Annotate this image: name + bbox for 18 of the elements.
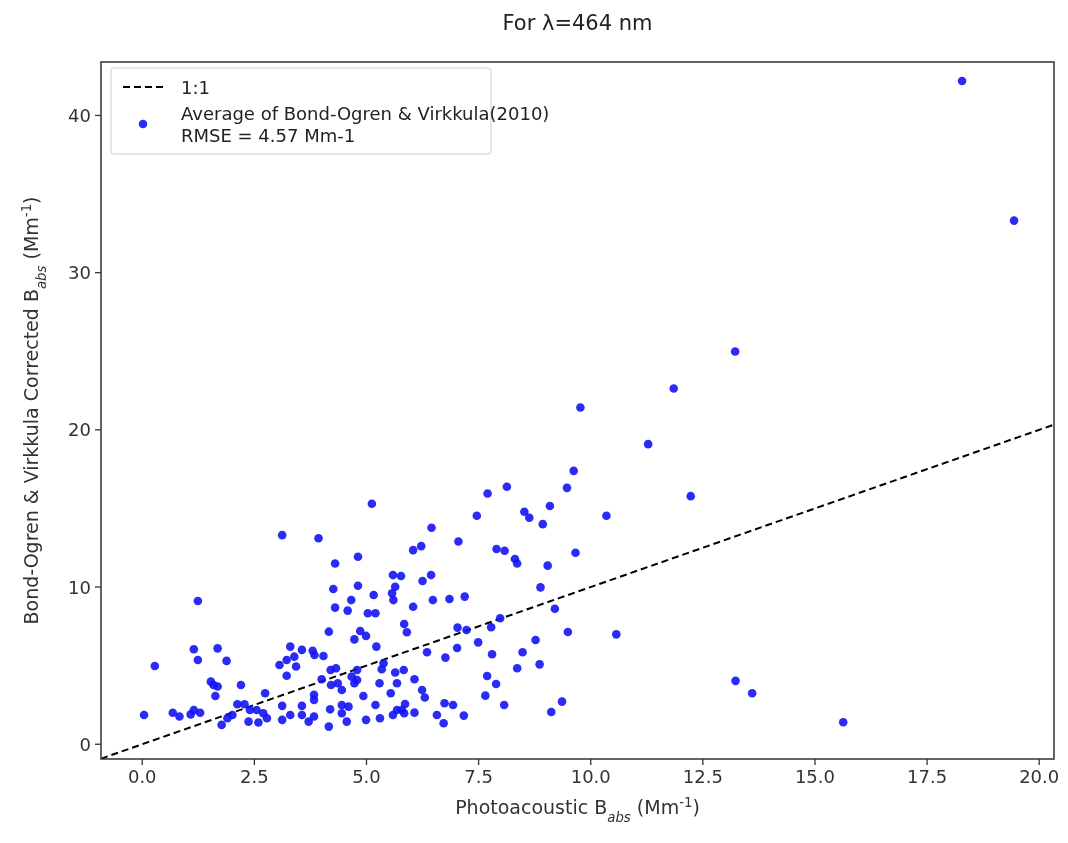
- x-tick-label: 15.0: [794, 766, 835, 787]
- y-tick-label: 30: [68, 262, 91, 284]
- y-tick-label: 20: [68, 419, 91, 441]
- x-axis-title: Photoacoustic B$_{abs}$ (Mm$^{-1}$): [455, 794, 700, 825]
- x-tick-label: 5.0: [352, 766, 381, 787]
- x-tick-label: 12.5: [682, 766, 723, 787]
- chart-title: For λ=464 nm: [502, 11, 653, 35]
- y-tick-label: 10: [68, 576, 91, 598]
- legend-label: 1:1: [181, 76, 210, 98]
- y-tick-label: 40: [68, 104, 91, 126]
- x-tick-label: 2.5: [240, 766, 269, 787]
- x-tick-label: 17.5: [907, 766, 948, 787]
- x-tick-label: 20.0: [1019, 766, 1060, 787]
- x-tick-label: 10.0: [570, 766, 611, 787]
- x-tick-label: 7.5: [464, 766, 493, 787]
- x-tick-label: 0.0: [127, 766, 157, 787]
- legend-label: Average of Bond-Ogren & Virkkula(2010) RMSE = 4.57 Mm-1: [181, 102, 550, 146]
- y-tick-label: 0: [79, 733, 91, 755]
